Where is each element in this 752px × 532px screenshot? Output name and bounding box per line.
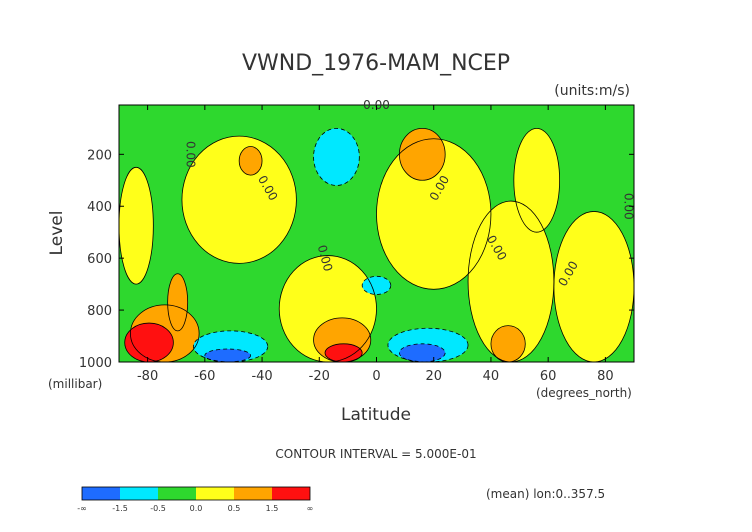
x-tick-label: -40 xyxy=(251,369,272,384)
y-tick-label: 200 xyxy=(87,148,112,163)
contour-line xyxy=(181,135,297,264)
colorbar-swatch xyxy=(120,487,158,500)
contour-interval-label: CONTOUR INTERVAL = 5.000E-01 xyxy=(275,447,476,461)
x-tick-label: 80 xyxy=(597,369,614,384)
y-unit-label: (millibar) xyxy=(48,377,102,391)
x-tick-label: 0 xyxy=(372,369,380,384)
x-tick-label: -20 xyxy=(309,369,330,384)
negative-region xyxy=(204,349,251,362)
colorbar-tick-label: -1.5 xyxy=(112,504,128,513)
contour-line xyxy=(313,317,372,362)
x-tick-label: -80 xyxy=(137,369,158,384)
colorbar-swatch xyxy=(196,487,234,500)
chart-title: VWND_1976-MAM_NCEP xyxy=(242,51,510,76)
colorbar-tick-label: 1.5 xyxy=(266,504,279,513)
positive-region xyxy=(490,325,526,362)
y-axis-label: Level xyxy=(47,211,67,256)
contour-value-label: 0.00 xyxy=(184,141,198,168)
colorbar: -∞ -1.5 -0.5 0.0 0.5 1.5 ∞ xyxy=(77,486,314,513)
plot-area xyxy=(119,105,634,362)
y-tick-label: 600 xyxy=(87,252,112,267)
contour-line xyxy=(398,343,446,362)
positive-region xyxy=(325,343,363,362)
colorbar-tick-label: ∞ xyxy=(307,504,314,513)
positive-region xyxy=(399,128,446,181)
contour-line xyxy=(124,322,174,362)
contour-line xyxy=(193,330,269,362)
colorbar-swatch xyxy=(272,487,310,500)
colorbar-tick-label: -∞ xyxy=(77,504,87,513)
contour-line xyxy=(387,327,469,362)
colorbar-swatch xyxy=(158,487,196,500)
colorbar-swatch xyxy=(234,487,272,500)
positive-region xyxy=(239,146,263,176)
y-tick-label: 800 xyxy=(87,304,112,319)
colorbar-tick-label: 0.0 xyxy=(190,504,203,513)
x-tick-label: 60 xyxy=(540,369,557,384)
contour-line xyxy=(398,127,446,181)
colorbar-tick-label: -0.5 xyxy=(150,504,166,513)
colorbar-frame xyxy=(81,486,311,501)
positive-region xyxy=(513,128,560,233)
x-tick-label: 40 xyxy=(483,369,500,384)
contour-line xyxy=(313,127,360,186)
x-axis-label: Latitude xyxy=(341,405,411,425)
positive-region xyxy=(468,201,554,362)
contour-line xyxy=(238,146,263,176)
contour-line xyxy=(130,304,200,362)
contour-value-label: 0.00 xyxy=(315,243,335,272)
contour-line xyxy=(376,138,492,290)
contour-value-label: 0.00 xyxy=(621,193,635,220)
negative-region xyxy=(313,128,360,186)
x-tick-label: -60 xyxy=(194,369,215,384)
y-tick-label: 400 xyxy=(87,200,112,215)
positive-region xyxy=(167,273,188,331)
contour-line xyxy=(324,343,363,362)
contour-line xyxy=(361,275,392,295)
positive-region xyxy=(119,167,154,285)
footer-label: (mean) lon:0..357.5 xyxy=(486,487,605,501)
units-label: (units:m/s) xyxy=(554,83,630,99)
contour-line xyxy=(204,348,252,362)
positive-region xyxy=(124,323,174,362)
colorbar-tick-label: 0.5 xyxy=(228,504,241,513)
x-tick-label: 20 xyxy=(425,369,442,384)
positive-region xyxy=(553,211,634,362)
contour-line xyxy=(278,255,377,362)
contour-line xyxy=(167,273,189,332)
x-unit-label: (degrees_north) xyxy=(536,386,632,400)
positive-region xyxy=(376,138,491,290)
y-tick-label: 1000 xyxy=(79,356,112,371)
contour-line xyxy=(513,127,561,233)
positive-region xyxy=(181,136,297,264)
colorbar-swatch xyxy=(82,487,120,500)
